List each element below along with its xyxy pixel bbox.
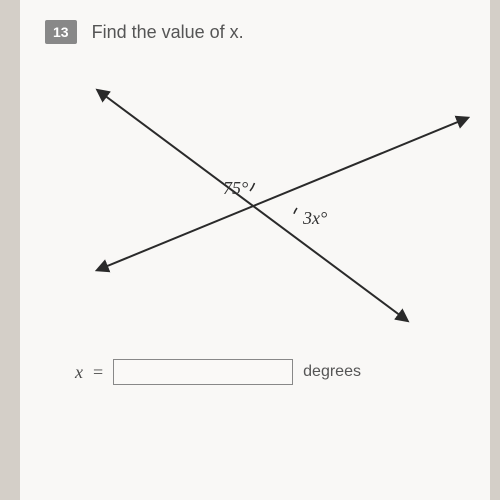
answer-lhs: x xyxy=(75,362,83,383)
answer-unit: degrees xyxy=(303,363,361,381)
worksheet-paper: 13 Find the value of x. 75° 3x° x = degr… xyxy=(20,0,490,500)
answer-row: x = degrees xyxy=(75,359,465,385)
diagram-line-1 xyxy=(100,119,465,269)
angle-diagram: 75° 3x° xyxy=(45,74,465,334)
angle-label-3x: 3x° xyxy=(302,208,327,228)
question-prompt: Find the value of x. xyxy=(92,20,244,43)
angle-label-75: 75° xyxy=(223,178,248,198)
answer-equals: = xyxy=(93,362,103,383)
answer-input[interactable] xyxy=(113,359,293,385)
angle-arc-right xyxy=(294,208,297,214)
question-header: 13 Find the value of x. xyxy=(45,20,465,44)
diagram-line-2 xyxy=(100,92,405,319)
angle-arc-left xyxy=(250,183,255,191)
question-number-badge: 13 xyxy=(45,20,77,44)
